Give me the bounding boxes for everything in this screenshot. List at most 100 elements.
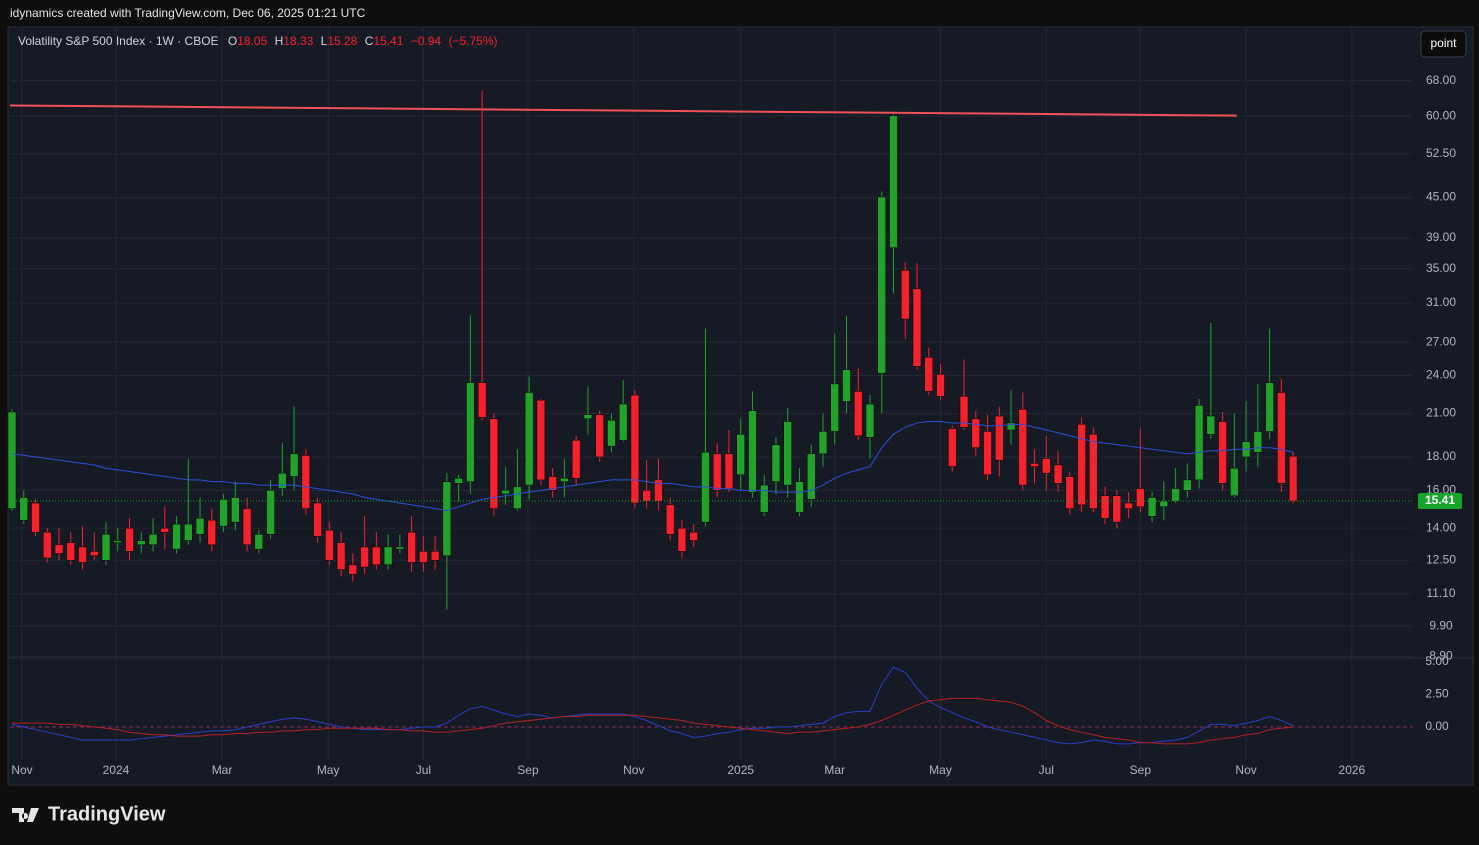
candle-body — [336, 542, 346, 570]
candle-body — [1124, 502, 1133, 509]
candle-body — [1277, 392, 1286, 484]
candle-body — [1218, 421, 1227, 484]
ohlc-value: 18.05 — [237, 34, 267, 48]
y-tick-label: 0.00 — [1425, 719, 1449, 733]
candle-body — [1077, 424, 1086, 506]
candle-body — [995, 415, 1004, 461]
candle-body — [618, 403, 628, 441]
candle-body — [231, 497, 240, 523]
candle-body — [1018, 409, 1028, 486]
brand-logo: TradingView — [12, 803, 166, 825]
candle-body — [571, 439, 581, 479]
candle-body — [1112, 495, 1122, 523]
y-tick-label: 5.00 — [1425, 654, 1449, 668]
last-price-box — [1418, 492, 1462, 509]
candle-body — [1265, 382, 1274, 432]
y-tick-label: 8.90 — [1429, 649, 1453, 663]
candle-body — [971, 418, 981, 448]
candle-body — [19, 497, 29, 521]
candle-body — [607, 419, 616, 447]
x-tick-label: 2024 — [103, 763, 130, 777]
candle-body — [195, 517, 205, 535]
candle-body — [301, 455, 311, 509]
candle-body — [325, 529, 334, 561]
candle-body — [736, 434, 745, 476]
candle-body — [43, 531, 52, 559]
x-tick-label: May — [929, 763, 952, 777]
x-tick-label: Nov — [1235, 763, 1256, 777]
candle-body — [1030, 463, 1039, 467]
candle-body — [818, 431, 828, 455]
candle-body — [160, 527, 170, 533]
candle-body — [395, 546, 405, 550]
candle-body — [842, 369, 851, 402]
candle-body — [806, 453, 816, 500]
x-tick-label: Nov — [623, 763, 644, 777]
candle-body — [865, 403, 875, 438]
candle-body — [254, 534, 264, 550]
candle-body — [665, 504, 675, 535]
candle-body — [901, 270, 910, 320]
candle-body — [724, 453, 734, 489]
y-tick-label: 60.00 — [1426, 108, 1456, 122]
candle-body — [266, 490, 275, 535]
candle-body — [360, 546, 369, 568]
candle-body — [642, 490, 651, 502]
candle-body — [101, 534, 111, 561]
candle-body — [113, 540, 123, 543]
candle-body — [1089, 434, 1098, 509]
ohlc-value: 15.41 — [373, 34, 403, 48]
y-tick-label: 35.00 — [1426, 261, 1456, 275]
candle-body — [54, 544, 64, 554]
candle-body — [1183, 479, 1192, 491]
candle-body — [959, 396, 969, 428]
candle-body — [536, 399, 546, 481]
candle-body — [1230, 467, 1239, 496]
x-tick-label: Nov — [11, 763, 32, 777]
logo-icon — [12, 808, 39, 822]
x-tick-label: Mar — [212, 763, 233, 777]
candle-body — [219, 499, 228, 527]
candle-body — [677, 527, 687, 552]
candle-body — [348, 564, 358, 575]
oscillator-line — [11, 666, 1294, 745]
candle-body — [1159, 500, 1169, 507]
y-tick-label: 2.50 — [1425, 687, 1449, 701]
x-tick-label: May — [317, 763, 340, 777]
candle-body — [524, 392, 534, 486]
candle-body — [419, 551, 428, 563]
candle-body — [313, 502, 322, 537]
candle-body — [501, 490, 510, 495]
candle-body — [1253, 431, 1263, 453]
y-tick-label: 9.90 — [1429, 618, 1453, 632]
candle-body — [759, 484, 769, 513]
x-tick-label: 2025 — [727, 763, 754, 777]
candle-body — [1206, 415, 1216, 435]
candle-body — [430, 551, 440, 561]
y-tick-label: 11.10 — [1426, 586, 1455, 600]
candle-body — [795, 481, 804, 513]
candle-body — [477, 382, 487, 418]
candle-body — [583, 414, 593, 420]
candle-body — [712, 453, 722, 491]
symbol-title: Volatility S&P 500 Index · 1W · CBOE — [18, 34, 219, 48]
candle-body — [207, 519, 217, 546]
candle-body — [1065, 476, 1075, 509]
ohlc-letter: L — [321, 34, 328, 48]
candle-body — [771, 444, 781, 482]
candle-body — [853, 391, 863, 437]
candle-body — [278, 472, 287, 489]
candle-body — [748, 410, 757, 493]
candle-body — [830, 383, 839, 432]
candle-body — [924, 357, 934, 392]
candle-body — [783, 421, 792, 486]
candle-body — [242, 508, 252, 546]
candle-body — [454, 477, 463, 484]
button-box[interactable] — [1420, 30, 1467, 58]
point-button[interactable]: point — [1420, 30, 1467, 58]
button-label[interactable]: point — [1430, 36, 1457, 50]
candle-body — [595, 414, 604, 458]
y-tick-label: 68.00 — [1426, 73, 1456, 87]
